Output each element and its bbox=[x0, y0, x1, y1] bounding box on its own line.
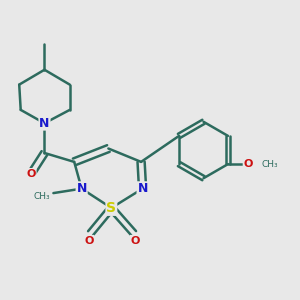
Text: N: N bbox=[137, 182, 148, 195]
Text: O: O bbox=[244, 159, 253, 169]
Text: CH₃: CH₃ bbox=[261, 160, 278, 169]
Text: O: O bbox=[26, 169, 36, 179]
Text: N: N bbox=[76, 182, 87, 195]
Text: O: O bbox=[84, 236, 94, 246]
Text: CH₃: CH₃ bbox=[33, 192, 50, 201]
Text: O: O bbox=[130, 236, 140, 246]
Text: S: S bbox=[106, 201, 116, 215]
Text: N: N bbox=[39, 117, 50, 130]
